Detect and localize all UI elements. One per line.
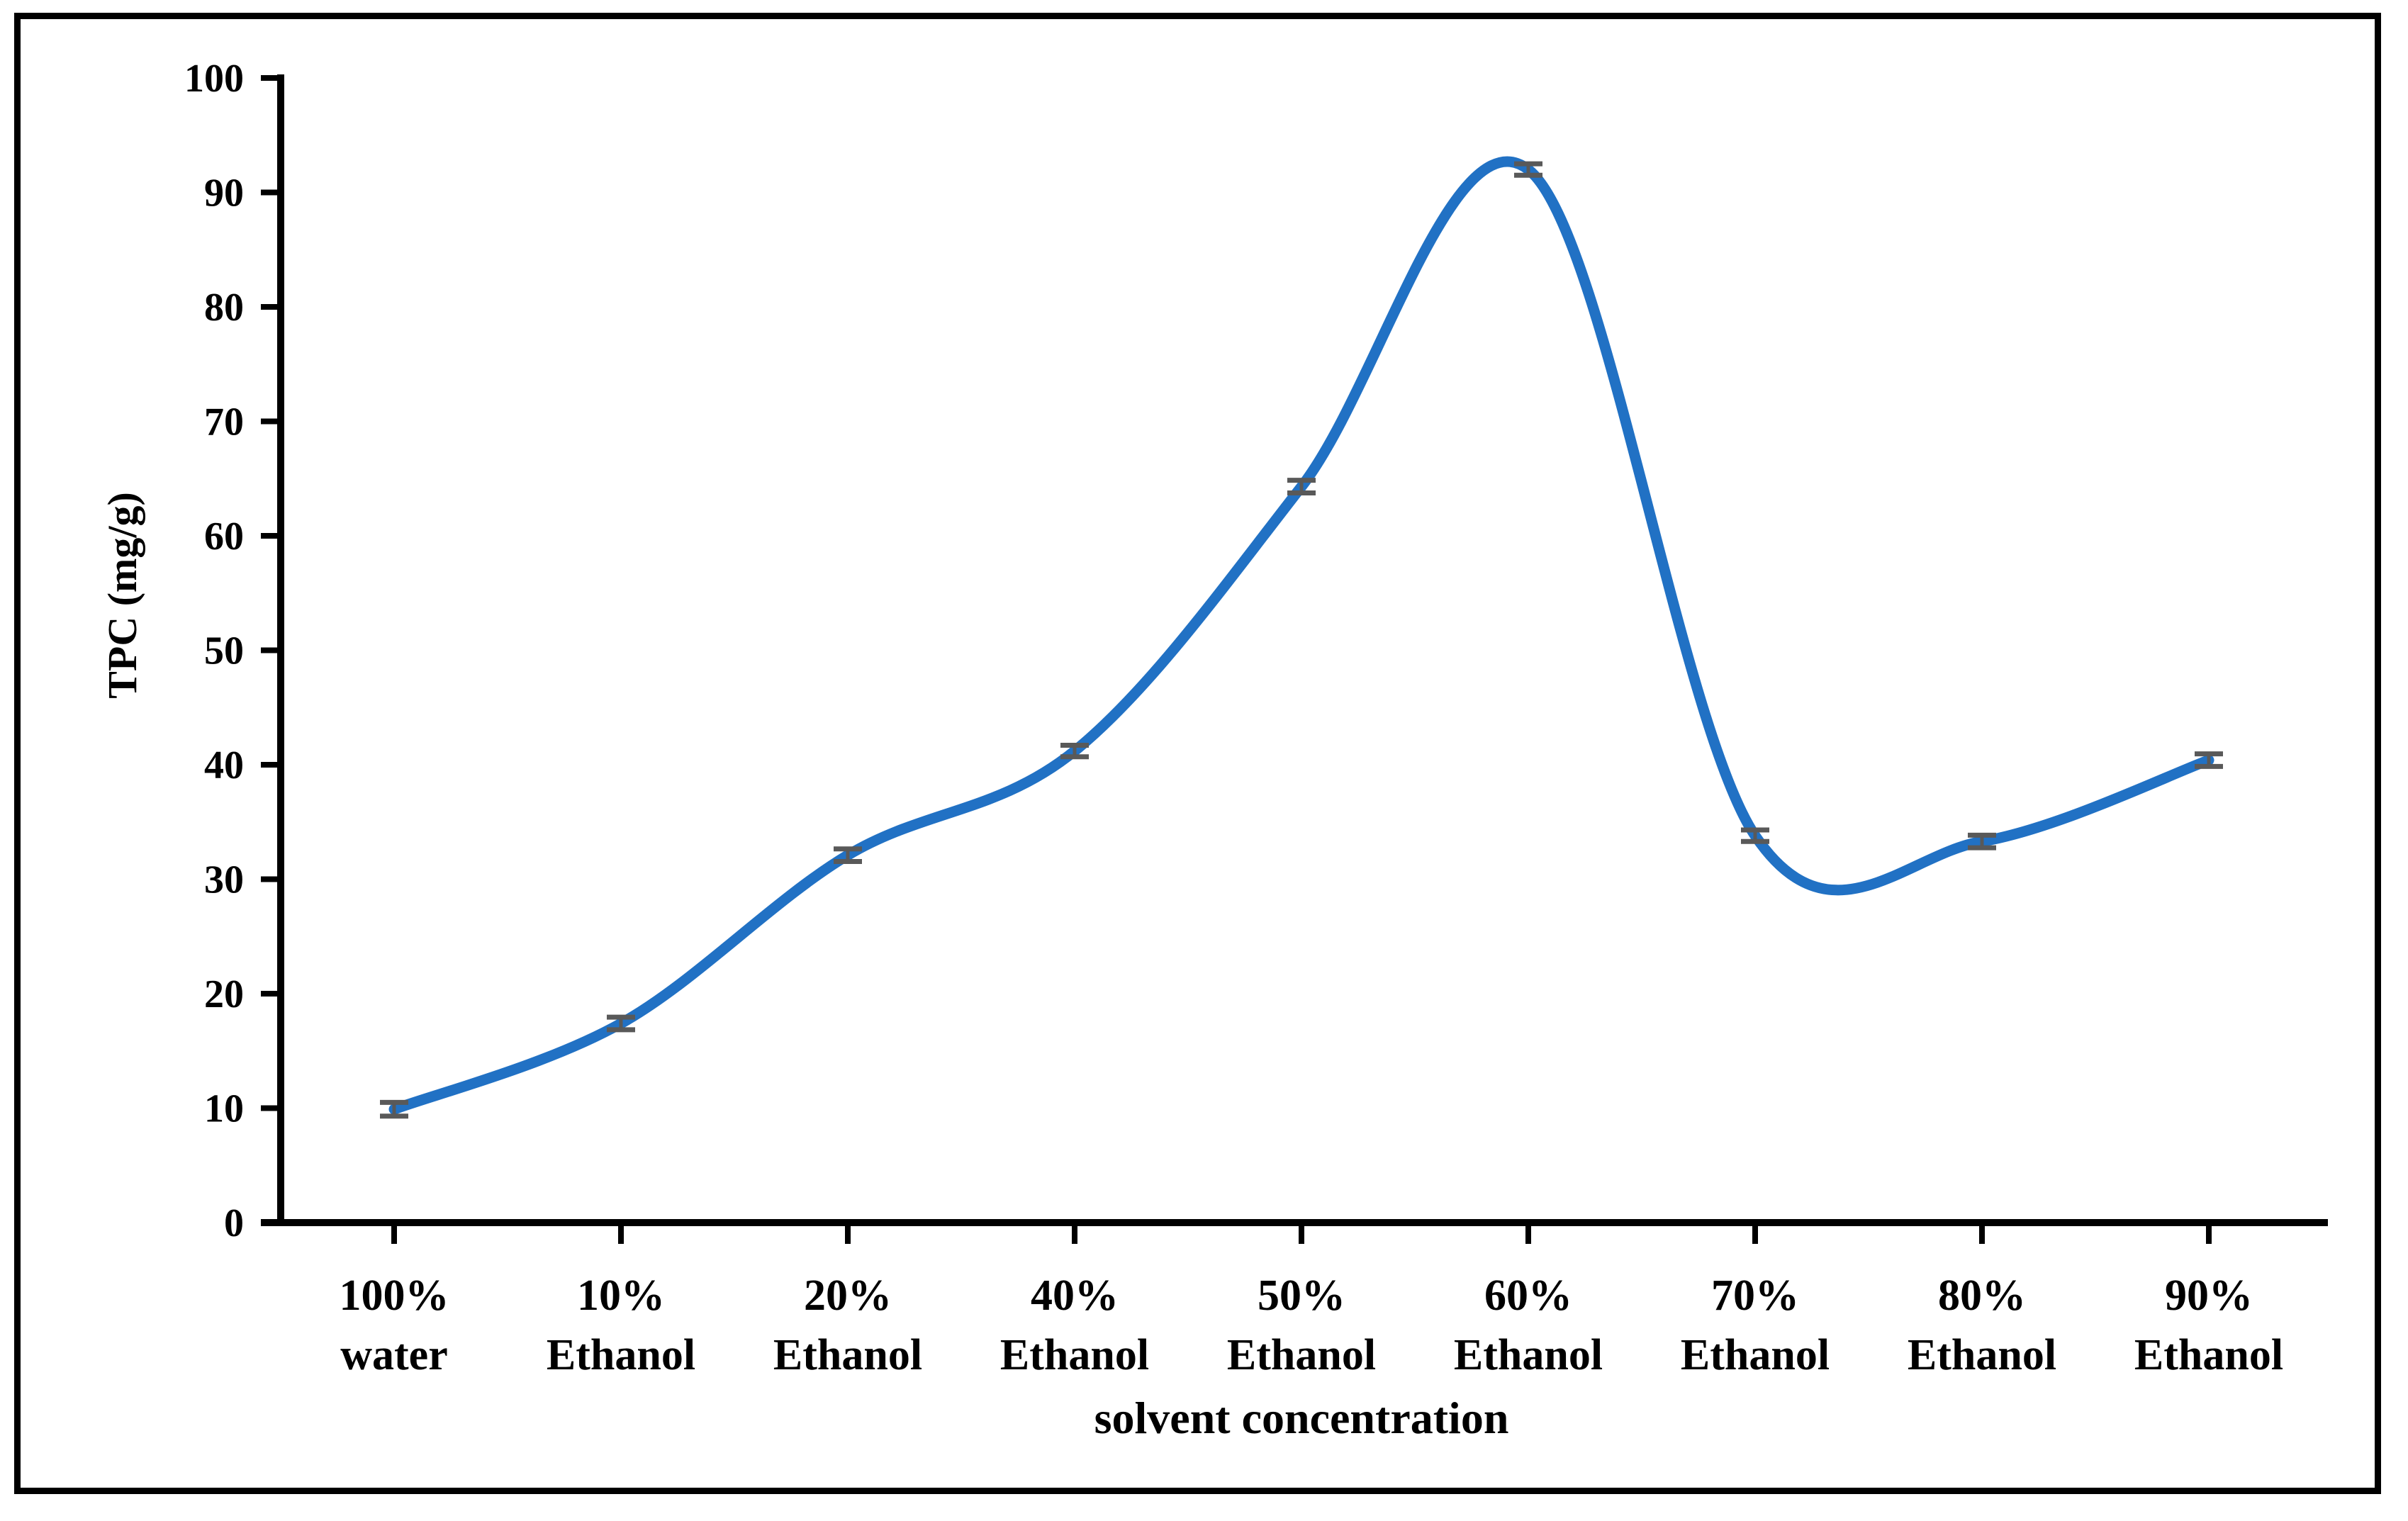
x-category-label: 80% Ethanol — [1908, 1272, 2056, 1379]
y-tick-label: 40 — [204, 743, 244, 787]
y-tick-label: 50 — [204, 629, 244, 673]
x-category-label: 20% Ethanol — [773, 1272, 922, 1379]
x-category-label: 10% Ethanol — [547, 1272, 695, 1379]
y-tick-label: 30 — [204, 858, 244, 902]
y-tick-label: 10 — [204, 1087, 244, 1131]
x-category-label: 60% Ethanol — [1454, 1272, 1603, 1379]
y-tick-label: 20 — [204, 972, 244, 1016]
x-axis-title: solvent concentration — [1094, 1393, 1509, 1443]
chart-border — [14, 13, 2381, 1494]
y-tick-label: 80 — [204, 286, 244, 330]
plot-area: 0 10 20 30 40 50 60 70 80 90 100 100% water 10% Ethano… — [184, 57, 2328, 1379]
y-tick-label: 60 — [204, 515, 244, 559]
y-tick-label: 100 — [184, 57, 244, 101]
x-category-label: 100% water — [340, 1272, 449, 1379]
x-category-label: 90% Ethanol — [2134, 1272, 2283, 1379]
x-category-label: 70% Ethanol — [1681, 1272, 1830, 1379]
y-tick-label: 70 — [204, 400, 244, 444]
series-line — [388, 156, 2214, 1115]
y-tick-label: 90 — [204, 172, 244, 215]
x-category-label: 40% Ethanol — [1000, 1272, 1149, 1379]
y-tick-label: 0 — [224, 1201, 244, 1245]
x-category-label: 50% Ethanol — [1227, 1272, 1376, 1379]
y-axis-title: TPC (mg/g) — [99, 492, 145, 699]
